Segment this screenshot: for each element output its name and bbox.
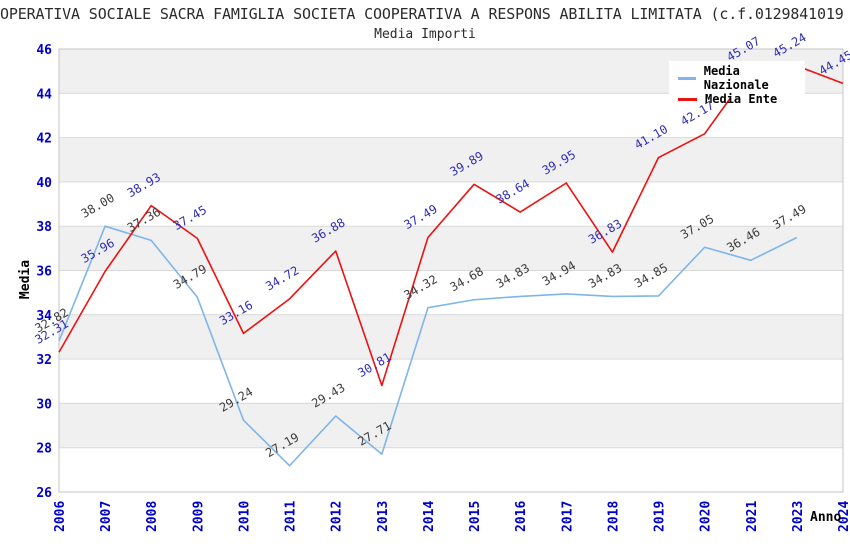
plot-band [59, 403, 843, 448]
x-tick-label: 2006 [53, 501, 68, 532]
chart-subtitle: Media Importi [374, 27, 476, 42]
x-tick-label: 2018 [606, 501, 621, 532]
nazionale-value-label: 34.32 [401, 272, 439, 302]
x-tick-label: 2011 [284, 501, 299, 532]
y-tick-label: 44 [36, 87, 52, 102]
y-tick-label: 46 [36, 43, 52, 58]
plot-border [58, 48, 844, 493]
x-tick-label: 2024 [837, 501, 850, 532]
y-tick-label: 34 [36, 309, 52, 324]
ente-line [58, 65, 844, 387]
y-tick-label: 28 [36, 442, 52, 457]
plot-band [59, 226, 843, 271]
plot-band [59, 137, 843, 182]
x-tick-label: 2016 [514, 501, 529, 532]
x-tick-label: 2010 [237, 501, 252, 532]
x-tick-label: 2015 [468, 501, 483, 532]
x-tick-label: 2012 [330, 501, 345, 532]
x-tick-label: 2009 [191, 501, 206, 532]
x-tick-label: 2014 [422, 501, 437, 532]
chart-legend: Media Nazionale Media Ente [669, 61, 805, 106]
x-tick-label: 2021 [745, 501, 760, 532]
x-tick-label: 2008 [145, 501, 160, 532]
y-tick-label: 36 [36, 265, 52, 280]
y-axis-title: Media [18, 259, 34, 300]
chart-title: OPERATIVA SOCIALE SACRA FAMIGLIA SOCIETA… [0, 5, 844, 23]
x-tick-label: 2019 [653, 501, 668, 532]
plot-band [59, 314, 843, 360]
x-tick-label: 2013 [376, 501, 391, 532]
x-tick-label: 2023 [791, 501, 806, 532]
y-tick-label: 26 [36, 486, 52, 501]
legend-label-nazionale: Media Nazionale [703, 64, 769, 92]
legend-entry-ente: Media Ente [678, 92, 805, 106]
legend-label-ente: Media Ente [705, 92, 778, 106]
x-tick-label: 2020 [699, 501, 714, 532]
y-tick-label: 42 [36, 132, 52, 147]
y-tick-label: 38 [36, 220, 52, 235]
y-tick-label: 32 [36, 353, 52, 368]
nazionale-line [58, 225, 798, 467]
ente-line-swatch [678, 97, 697, 101]
x-tick-label: 2017 [560, 501, 575, 532]
nazionale-line-swatch [678, 76, 696, 80]
y-tick-label: 30 [36, 397, 52, 412]
y-tick-label: 40 [36, 176, 52, 191]
nazionale-value-label: 38.00 [79, 191, 117, 221]
legend-entry-nazionale: Media Nazionale [678, 64, 805, 92]
x-axis-title: Anno [810, 510, 842, 525]
x-tick-label: 2007 [99, 501, 114, 532]
